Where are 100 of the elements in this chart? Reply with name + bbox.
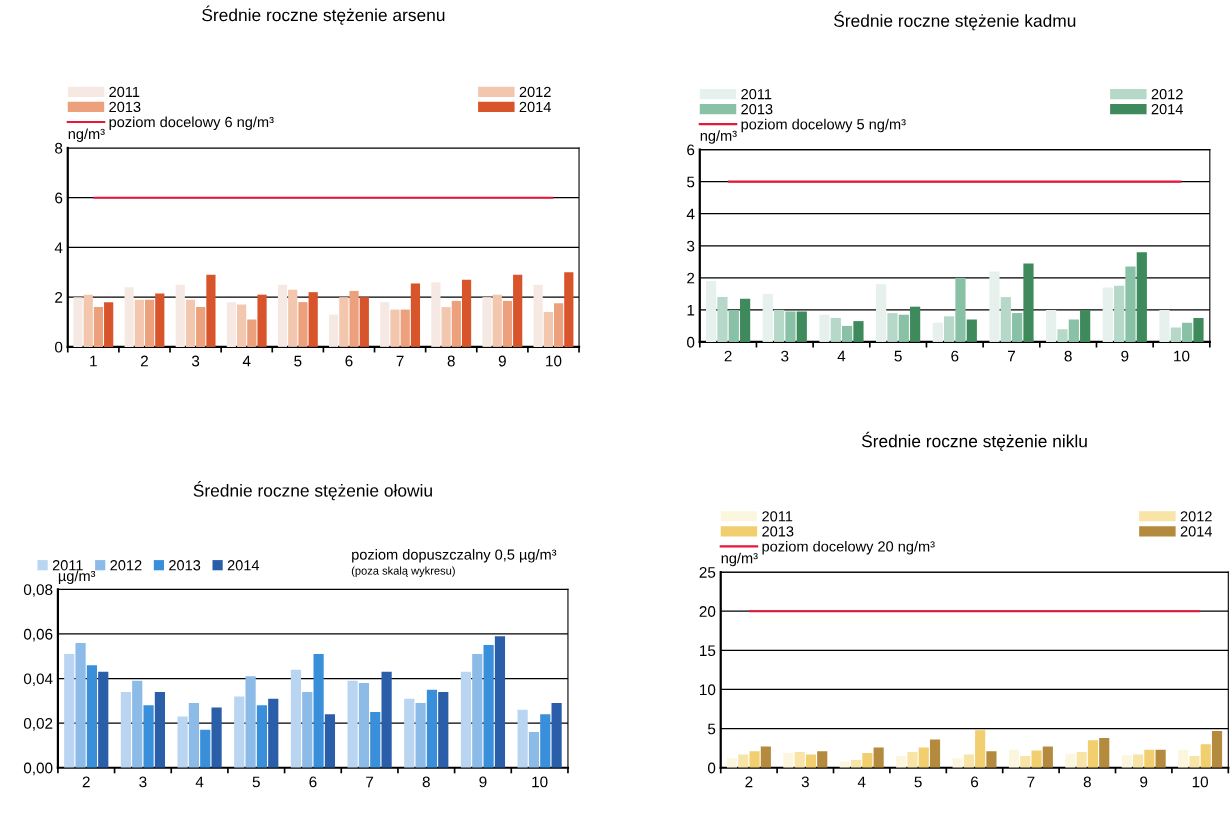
x-tick-label: 8 bbox=[422, 776, 430, 788]
x-tick-label: 9 bbox=[498, 355, 506, 367]
x-tick-label: 9 bbox=[1121, 350, 1129, 362]
bar bbox=[268, 698, 279, 768]
y-axis-title: µg/m³ bbox=[58, 570, 96, 585]
bar bbox=[1121, 755, 1132, 768]
bar bbox=[298, 302, 308, 347]
bar bbox=[887, 313, 898, 342]
bar bbox=[1046, 309, 1057, 342]
bar bbox=[120, 691, 132, 768]
bar bbox=[185, 299, 196, 347]
legend-label: 2012 bbox=[1151, 88, 1183, 100]
bar bbox=[196, 307, 206, 347]
bar bbox=[438, 691, 449, 768]
bar bbox=[989, 271, 1000, 342]
bar bbox=[1020, 756, 1031, 768]
x-tick-label: 10 bbox=[546, 355, 562, 367]
bar bbox=[93, 307, 104, 347]
bar bbox=[134, 299, 144, 347]
x-tick-label: 3 bbox=[191, 355, 200, 367]
x-tick-label: 8 bbox=[1064, 350, 1072, 362]
bar bbox=[64, 654, 75, 768]
bar bbox=[952, 758, 963, 768]
legend-label: 2013 bbox=[762, 526, 794, 537]
bar bbox=[963, 754, 974, 768]
y-tick-label: 6 bbox=[687, 144, 695, 156]
bar bbox=[83, 294, 93, 347]
bar bbox=[236, 304, 247, 347]
bar bbox=[308, 292, 318, 347]
bar bbox=[1136, 252, 1147, 342]
legend-label: poziom docelowy 20 ng/m³ bbox=[762, 540, 935, 555]
bar bbox=[528, 732, 540, 768]
bar bbox=[1182, 322, 1193, 342]
x-tick-label: 2 bbox=[724, 350, 732, 362]
bar bbox=[540, 714, 551, 768]
bar bbox=[1023, 263, 1034, 342]
y-tick-label: 3 bbox=[687, 240, 695, 252]
bar bbox=[177, 716, 188, 768]
bar bbox=[1144, 749, 1155, 768]
bar bbox=[842, 325, 853, 342]
bar bbox=[853, 321, 864, 342]
y-axis-title: ng/m³ bbox=[700, 130, 737, 144]
y-tick-label: 4 bbox=[686, 208, 695, 220]
bar bbox=[774, 309, 785, 342]
bar bbox=[819, 314, 830, 342]
bar bbox=[896, 756, 907, 768]
bar bbox=[517, 709, 528, 768]
x-tick-label: 7 bbox=[366, 776, 374, 788]
bar bbox=[918, 747, 929, 768]
y-tick-label: 1 bbox=[687, 304, 695, 316]
bar bbox=[124, 287, 134, 347]
bar bbox=[400, 309, 410, 347]
bar bbox=[226, 302, 236, 347]
bar bbox=[839, 761, 850, 768]
x-tick-label: 8 bbox=[447, 355, 455, 367]
bar bbox=[955, 277, 966, 342]
legend-label: 2011 bbox=[52, 560, 83, 571]
x-tick-label: 2 bbox=[745, 776, 753, 788]
y-tick-label: 0 bbox=[707, 762, 716, 774]
x-tick-label: 4 bbox=[242, 355, 251, 367]
bar bbox=[380, 302, 390, 347]
x-tick-label: 8 bbox=[1083, 776, 1091, 788]
bar bbox=[805, 754, 817, 768]
bar bbox=[876, 284, 887, 342]
bar bbox=[1057, 329, 1068, 342]
bar bbox=[381, 671, 392, 768]
x-tick-label: 7 bbox=[396, 355, 404, 367]
bar bbox=[1087, 740, 1099, 768]
bar bbox=[1102, 287, 1113, 342]
bar bbox=[502, 300, 513, 347]
bar bbox=[932, 322, 943, 342]
bar bbox=[553, 303, 564, 347]
bar bbox=[482, 297, 492, 347]
y-tick-label: 0,06 bbox=[23, 628, 53, 642]
bar bbox=[460, 671, 472, 768]
bar bbox=[817, 751, 828, 768]
chart-title: Średnie roczne stężenie niklu bbox=[861, 431, 1087, 451]
x-tick-label: 4 bbox=[857, 776, 866, 788]
bar bbox=[726, 758, 738, 768]
y-tick-label: 0 bbox=[55, 341, 63, 353]
x-tick-label: 10 bbox=[1174, 350, 1190, 362]
x-tick-label: 3 bbox=[801, 776, 809, 788]
bar bbox=[1211, 730, 1223, 768]
y-axis-title: ng/m³ bbox=[68, 128, 105, 142]
y-tick-label: 20 bbox=[699, 606, 716, 617]
bar bbox=[760, 746, 771, 768]
bar bbox=[431, 282, 441, 347]
text: (poza skalą wykresu) bbox=[351, 566, 455, 577]
bar bbox=[1159, 309, 1170, 342]
bar bbox=[461, 279, 472, 347]
bar bbox=[290, 669, 302, 768]
y-tick-label: 0,02 bbox=[23, 718, 53, 731]
bar bbox=[898, 314, 909, 342]
x-tick-label: 1 bbox=[90, 355, 97, 367]
x-tick-label: 5 bbox=[894, 350, 902, 362]
x-tick-label: 3 bbox=[139, 776, 147, 788]
bar bbox=[796, 311, 807, 342]
bar bbox=[1000, 297, 1011, 342]
bar bbox=[175, 284, 185, 347]
bar bbox=[986, 751, 997, 768]
